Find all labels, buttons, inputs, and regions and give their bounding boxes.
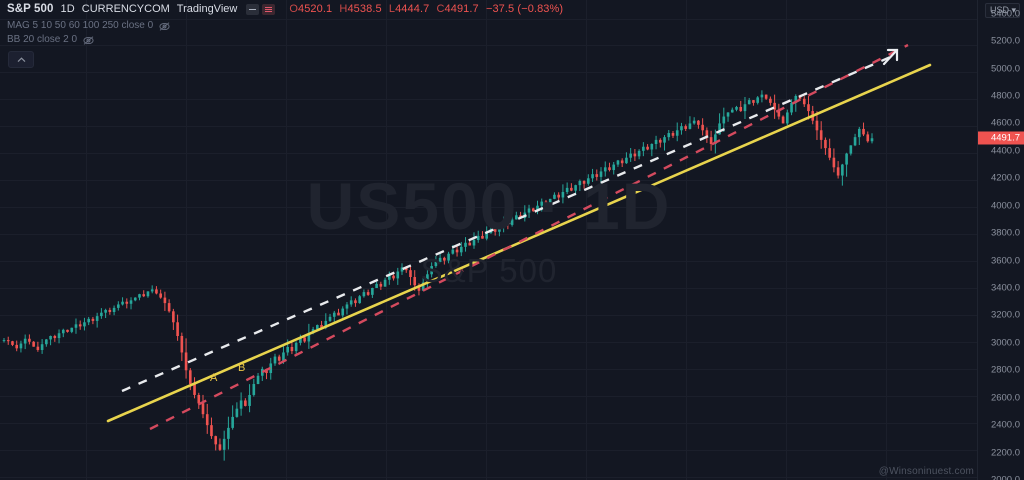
chevron-down-icon: ▾ [1008,5,1016,15]
price-tick: 5200.0 [990,35,1020,47]
eye-off-icon[interactable] [159,21,170,31]
price-tick: 4200.0 [990,172,1020,184]
currency-label: USD [989,5,1009,15]
breakout-arrow-icon [882,48,899,66]
indicator-label-mag: MAG 5 10 50 60 100 250 close 0 [7,20,154,31]
red-dashed-trendline[interactable] [149,43,909,431]
candlestick-series [2,90,874,461]
collapse-legend-button[interactable] [8,51,34,68]
currency-selector[interactable]: USD ▾ [984,3,1020,18]
price-axis[interactable]: USD ▾ 5400.0 5200.0 5000.0 4800.0 4600.0 4400… [977,0,1024,480]
price-tick: 2800.0 [990,364,1020,376]
hide-series-icon[interactable] [246,4,260,15]
high-key: H [339,3,348,15]
price-tick: 5400.0 [990,8,1020,20]
swing-label-a: A [210,372,218,384]
yellow-trendline[interactable] [106,63,932,423]
chevron-up-icon [17,56,25,62]
indicator-row-mag[interactable]: MAG 5 10 50 60 100 250 close 0 [7,21,563,31]
symbol-name[interactable]: S&P 500 [7,2,54,15]
low-key: L [388,3,396,15]
chart-legend: S&P 500 1D CURRENCYCOM TradingView O4520… [7,2,563,45]
price-tick: 3000.0 [990,337,1020,349]
change-value: −37.5 (−0.83%) [485,3,564,15]
author-credit-watermark: @Winsoninuest.com [878,466,974,477]
open-value: 4520.1 [298,3,333,15]
price-tick: 4000.0 [990,200,1020,212]
price-tick: 4400.0 [990,145,1020,157]
series-menu-icon[interactable] [262,4,276,15]
price-tick: 4800.0 [990,90,1020,102]
swing-label-b: B [238,362,246,374]
white-dashed-trendline[interactable] [121,53,896,393]
price-tick: 2400.0 [990,419,1020,431]
eye-off-icon-bb[interactable] [83,35,94,45]
close-key: C [436,3,445,15]
price-tick: 2600.0 [990,392,1020,404]
price-tick: 4600.0 [990,117,1020,129]
indicator-label-bb: BB 20 close 2 0 [7,34,78,45]
chart-drawings-layer[interactable] [0,0,978,480]
interval-label[interactable]: 1D [60,3,75,15]
data-source-label: TradingView [176,3,238,15]
price-tick: 3600.0 [990,255,1020,267]
chart-canvas-area[interactable]: US500 · 1D S&P 500 A B S&P 500 1D CURREN… [0,0,978,480]
high-value: 4538.5 [347,3,382,15]
ohlc-values: O4520.1 H4538.5 L4444.7 C4491.7 −37.5 (−… [289,4,563,15]
price-tick: 3400.0 [990,282,1020,294]
price-tick: 3200.0 [990,309,1020,321]
current-price-tag: 4491.7 [978,131,1024,145]
price-tick: 2000.0 [990,474,1020,480]
price-tick: 3800.0 [990,227,1020,239]
indicator-row-bb[interactable]: BB 20 close 2 0 [7,35,563,45]
open-key: O [289,3,298,15]
close-value: 4491.7 [444,3,479,15]
chart-gridlines [0,0,978,480]
price-tick: 2200.0 [990,447,1020,459]
price-tick: 5000.0 [990,63,1020,75]
current-price-value: 4491.7 [990,132,1020,144]
low-value: 4444.7 [395,3,430,15]
exchange-label: CURRENCYCOM [81,3,170,15]
